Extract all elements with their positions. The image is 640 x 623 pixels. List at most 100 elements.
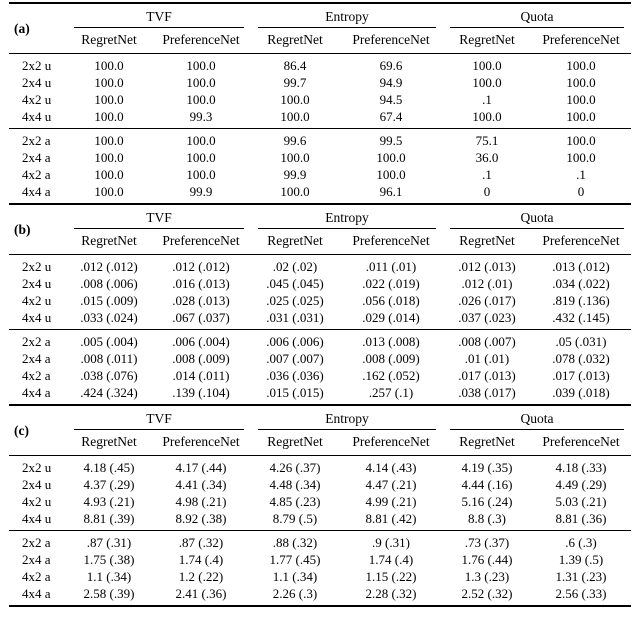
value-cell: 0: [483, 184, 491, 199]
value-cell: .036 (.036): [266, 368, 324, 383]
value-cell: .022 (.019): [362, 276, 420, 291]
value-cell: 4.44 (.16): [461, 477, 513, 492]
value-cell: .007 (.007): [266, 351, 324, 366]
row-label: 4x4 a: [22, 184, 51, 199]
value-cell: 4.93 (.21): [83, 494, 135, 509]
table-row: 2x2 a .005 (.004) .006 (.004) .006 (.006) .0…: [9, 330, 631, 351]
group-header-row: (a) TVF Entropy Quota: [9, 3, 631, 36]
value-cell: .038 (.076): [80, 368, 138, 383]
table-row: 2x2 u .012 (.012) .012 (.012) .02 (.02) .011…: [9, 255, 631, 276]
value-cell: 100.0: [376, 150, 406, 165]
value-cell: 99.9: [283, 167, 307, 182]
table-header: (a) TVF Entropy Quota RegretNet Preferen…: [9, 3, 632, 54]
column-group-entropy: Entropy: [251, 405, 443, 430]
column-header: PreferenceNet: [542, 434, 620, 449]
uniform-rows-block: 2x2 u 100.0 100.0 86.4 69.6 100.0 100.0 2x4 u 10…: [9, 54, 632, 129]
value-cell: .045 (.045): [266, 276, 324, 291]
value-cell: 8.81 (.42): [365, 511, 417, 526]
value-cell: .015 (.015): [266, 385, 324, 400]
table-row: 2x4 u .008 (.006) .016 (.013) .045 (.045) .0…: [9, 275, 631, 292]
row-label: 2x2 a: [22, 133, 51, 148]
row-label: 2x4 u: [22, 477, 52, 492]
value-cell: 4.49 (.29): [555, 477, 607, 492]
value-cell: .008 (.006): [80, 276, 138, 291]
row-label: 2x4 a: [22, 552, 51, 567]
column-header: RegretNet: [81, 233, 137, 248]
value-cell: 8.81 (.36): [555, 511, 607, 526]
value-cell: 100.0: [566, 109, 596, 124]
value-cell: .012 (.013): [458, 259, 516, 274]
value-cell: .015 (.009): [80, 293, 138, 308]
value-cell: .017 (.013): [552, 368, 610, 383]
row-label: 4x2 a: [22, 167, 51, 182]
value-cell: 100.0: [280, 150, 310, 165]
value-cell: 4.99 (.21): [365, 494, 417, 509]
value-cell: 4.18 (.33): [555, 460, 607, 475]
value-cell: 69.6: [379, 58, 403, 73]
value-cell: 100.0: [94, 150, 124, 165]
value-cell: .005 (.004): [80, 334, 138, 349]
value-cell: 100.0: [186, 92, 216, 107]
value-cell: .87 (.31): [86, 535, 132, 550]
group-header-row: (c) TVF Entropy Quota: [9, 405, 631, 438]
row-label: 4x4 u: [22, 310, 52, 325]
row-label: 2x2 a: [22, 535, 51, 550]
group-label: Quota: [450, 209, 625, 229]
value-cell: .011 (.01): [365, 259, 417, 274]
value-cell: 100.0: [472, 75, 502, 90]
row-label: 2x2 u: [22, 259, 52, 274]
value-cell: 100.0: [566, 58, 596, 73]
value-cell: .819 (.136): [552, 293, 610, 308]
column-group-tvf: TVF: [67, 405, 251, 430]
row-label: 4x2 u: [22, 494, 52, 509]
table-row: 4x4 a .424 (.324) .139 (.104) .015 (.015) .2…: [9, 384, 631, 404]
table-row: 2x4 a 100.0 100.0 100.0 100.0 36.0 100.0: [9, 149, 631, 166]
group-label: TVF: [74, 8, 245, 28]
row-label: 2x4 a: [22, 351, 51, 366]
table-row: 4x2 u 100.0 100.0 100.0 94.5 .1 100.0: [9, 91, 631, 108]
asymmetric-rows-block: 2x2 a .87 (.31) .87 (.32) .88 (.32) .9 (.31)…: [9, 531, 631, 607]
value-cell: 8.79 (.5): [272, 511, 318, 526]
value-cell: .029 (.014): [362, 310, 420, 325]
value-cell: .05 (.031): [555, 334, 607, 349]
table-row: 4x2 a .038 (.076) .014 (.011) .036 (.036) .1…: [9, 367, 631, 384]
value-cell: 99.6: [283, 133, 307, 148]
value-cell: 100.0: [566, 92, 596, 107]
value-cell: .026 (.017): [458, 293, 516, 308]
value-cell: 99.5: [379, 133, 403, 148]
value-cell: 4.41 (.34): [175, 477, 227, 492]
group-label: Entropy: [258, 410, 437, 430]
value-cell: 75.1: [475, 133, 499, 148]
section-label: (a): [14, 20, 30, 36]
value-cell: 100.0: [566, 150, 596, 165]
value-cell: .432 (.145): [552, 310, 610, 325]
row-label: 2x2 u: [22, 58, 52, 73]
column-header: RegretNet: [81, 32, 137, 47]
table-row: 2x2 a .87 (.31) .87 (.32) .88 (.32) .9 (.31)…: [9, 531, 631, 552]
value-cell: .012 (.01): [461, 276, 513, 291]
value-cell: .034 (.022): [552, 276, 610, 291]
value-cell: 2.41 (.36): [175, 586, 227, 601]
group-label: Quota: [450, 410, 625, 430]
section-label: (b): [14, 221, 31, 237]
value-cell: 4.26 (.37): [269, 460, 321, 475]
value-cell: 100.0: [280, 92, 310, 107]
value-cell: 100.0: [376, 167, 406, 182]
value-cell: .008 (.009): [172, 351, 230, 366]
value-cell: .012 (.012): [172, 259, 230, 274]
column-group-tvf: TVF: [67, 3, 251, 28]
value-cell: 100.0: [94, 109, 124, 124]
value-cell: 4.48 (.34): [269, 477, 321, 492]
value-cell: 100.0: [566, 75, 596, 90]
row-label: 2x2 a: [22, 334, 51, 349]
row-label: 4x4 a: [22, 586, 51, 601]
value-cell: 100.0: [186, 75, 216, 90]
value-cell: 99.9: [189, 184, 213, 199]
value-cell: 94.9: [379, 75, 403, 90]
value-cell: .014 (.011): [172, 368, 230, 383]
row-label: 4x2 u: [22, 92, 52, 107]
value-cell: 1.77 (.45): [269, 552, 321, 567]
value-cell: 8.81 (.39): [83, 511, 135, 526]
table-row: 4x4 a 2.58 (.39) 2.41 (.36) 2.26 (.3) 2.28 (…: [9, 585, 631, 606]
value-cell: 2.28 (.32): [365, 586, 417, 601]
